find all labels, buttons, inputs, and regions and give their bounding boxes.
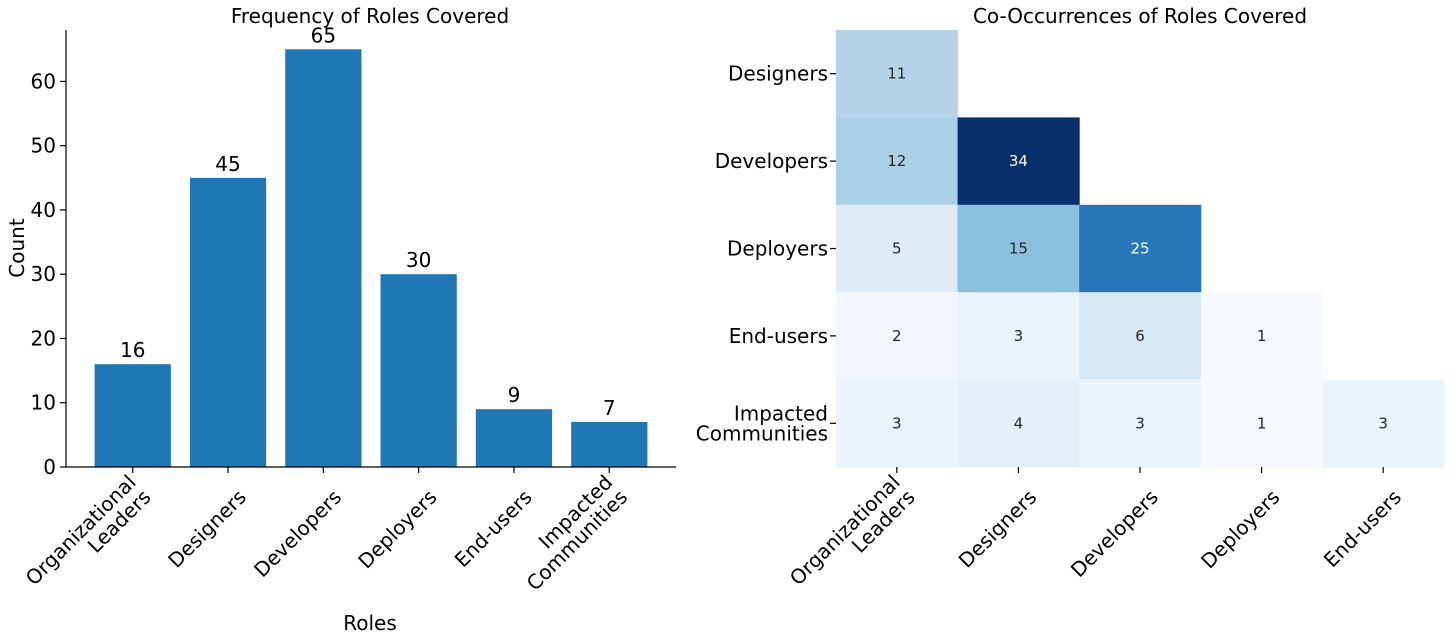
heatmap-cell-value: 4 (1014, 414, 1024, 432)
bar (571, 422, 648, 467)
bar (189, 177, 267, 467)
heatmap-col-labels: OrganizationalLeaders Designers Developers… (785, 467, 1406, 605)
x-tick-label: Deployers (353, 485, 441, 573)
bar-value-label: 7 (603, 396, 616, 420)
heatmap-cell (957, 204, 1080, 293)
y-tick-label: 40 (31, 198, 56, 222)
heatmap-cell-value: 34 (1009, 152, 1028, 170)
heatmap-col-label: Deployers (1196, 485, 1284, 573)
heatmap-col-label: OrganizationalLeaders (785, 470, 920, 605)
y-tick-label: 30 (31, 262, 56, 286)
heatmap-cell-value: 3 (1014, 327, 1024, 345)
heatmap-cell-value: 11 (887, 65, 906, 83)
y-tick-label: 50 (31, 134, 56, 158)
heatmap-row-labels: Designers Developers Deployers End-users Imp… (696, 62, 836, 445)
heatmap-cell (957, 117, 1080, 206)
heatmap-col-label-line: Developers (1066, 485, 1163, 582)
heatmap-cell-value: 3 (892, 414, 902, 432)
bar-value-label: 16 (120, 338, 145, 362)
heatmap-cell-value: 25 (1130, 240, 1149, 258)
heatmap-cell-value: 1 (1257, 414, 1267, 432)
heatmap-cell-value: 6 (1135, 327, 1145, 345)
heatmap-cell (1200, 379, 1323, 468)
bar-chart: Frequency of Roles Covered Roles Count 0… (5, 4, 676, 635)
bar-value-label: 9 (508, 383, 521, 407)
heatmap-col-label-line: Deployers (1196, 485, 1284, 573)
heatmap-cell-value: 3 (1135, 414, 1145, 432)
heatmap-col-label-line: End-users (1319, 485, 1406, 572)
x-tick-label: End-users (450, 485, 537, 572)
bar (285, 49, 362, 467)
heatmap-title: Co-Occurrences of Roles Covered (973, 4, 1307, 28)
heatmap-cell-value: 1 (1257, 327, 1267, 345)
y-tick-label: 10 (31, 391, 56, 415)
bar-chart-xlabel: Roles (343, 611, 397, 635)
heatmap-row-label: End-users (729, 324, 828, 348)
bar-chart-bars: 16 45 65 30 9 7 (94, 23, 648, 467)
y-tick-label: 20 (31, 326, 56, 350)
heatmap-col-label: Developers (1066, 485, 1163, 582)
heatmap-row-label: Deployers (727, 237, 828, 261)
x-tick-label-line: Deployers (353, 485, 441, 573)
heatmap-cell (1079, 379, 1202, 468)
heatmap-col-label-line: Designers (954, 485, 1042, 573)
bar (380, 274, 457, 467)
heatmap-cell-value: 3 (1378, 414, 1388, 432)
heatmap-cell (836, 292, 959, 381)
heatmap-cell-value: 15 (1009, 240, 1028, 258)
heatmap-cell (957, 379, 1080, 468)
x-tick-label: Designers (163, 485, 251, 573)
x-tick-label: Developers (249, 485, 346, 582)
heatmap-row-label: Impacted Communities (696, 401, 828, 445)
bar-chart-x-axis: OrganizationalLeaders DesignersDevelopers… (21, 467, 632, 605)
bar-value-label: 65 (311, 23, 336, 47)
bar (94, 364, 171, 467)
bar-chart-y-axis: 0 10 20 30 40 50 60 (31, 69, 66, 479)
x-tick-label-line: Developers (249, 485, 346, 582)
heatmap-cell (1079, 204, 1202, 293)
heatmap-row-label: Developers (715, 149, 828, 173)
heatmap-cell (836, 117, 959, 206)
heatmap-row-label-line: Deployers (727, 237, 828, 261)
heatmap-cell (836, 204, 959, 293)
heatmap-cell (1322, 379, 1445, 468)
heatmap-cell-value: 5 (892, 240, 902, 258)
heatmap-cell-value: 2 (892, 327, 902, 345)
heatmap-cell (1079, 292, 1202, 381)
x-tick-label-line: Designers (163, 485, 251, 573)
heatmap-row-label: Designers (728, 62, 828, 86)
y-tick-label: 60 (31, 69, 56, 93)
heatmap-cell-value: 12 (887, 152, 906, 170)
heatmap-row-label-line: Designers (728, 62, 828, 86)
heatmap-row-label-line: End-users (729, 324, 828, 348)
heatmap-cell (836, 30, 959, 118)
heatmap-cell (1200, 292, 1323, 381)
bar (475, 409, 553, 467)
heatmap-col-label: Designers (954, 485, 1042, 573)
bar-value-label: 30 (406, 248, 431, 272)
x-tick-label-line: End-users (450, 485, 537, 572)
bar-chart-ylabel: Count (5, 218, 29, 278)
heatmap-col-label: End-users (1319, 485, 1406, 572)
heatmap-row-label-line: Developers (715, 149, 828, 173)
bar-value-label: 45 (215, 152, 240, 176)
heatmap-cell (957, 292, 1080, 381)
x-tick-label: ImpactedCommunities (507, 470, 632, 595)
x-tick-label: OrganizationalLeaders (21, 470, 156, 605)
bar-chart-title: Frequency of Roles Covered (231, 4, 509, 28)
y-tick-label: 0 (43, 455, 56, 479)
heatmap-row-label-line: Impacted (734, 401, 828, 425)
heatmap-row-label-line: Communities (696, 421, 828, 445)
heatmap-cell (836, 379, 959, 468)
